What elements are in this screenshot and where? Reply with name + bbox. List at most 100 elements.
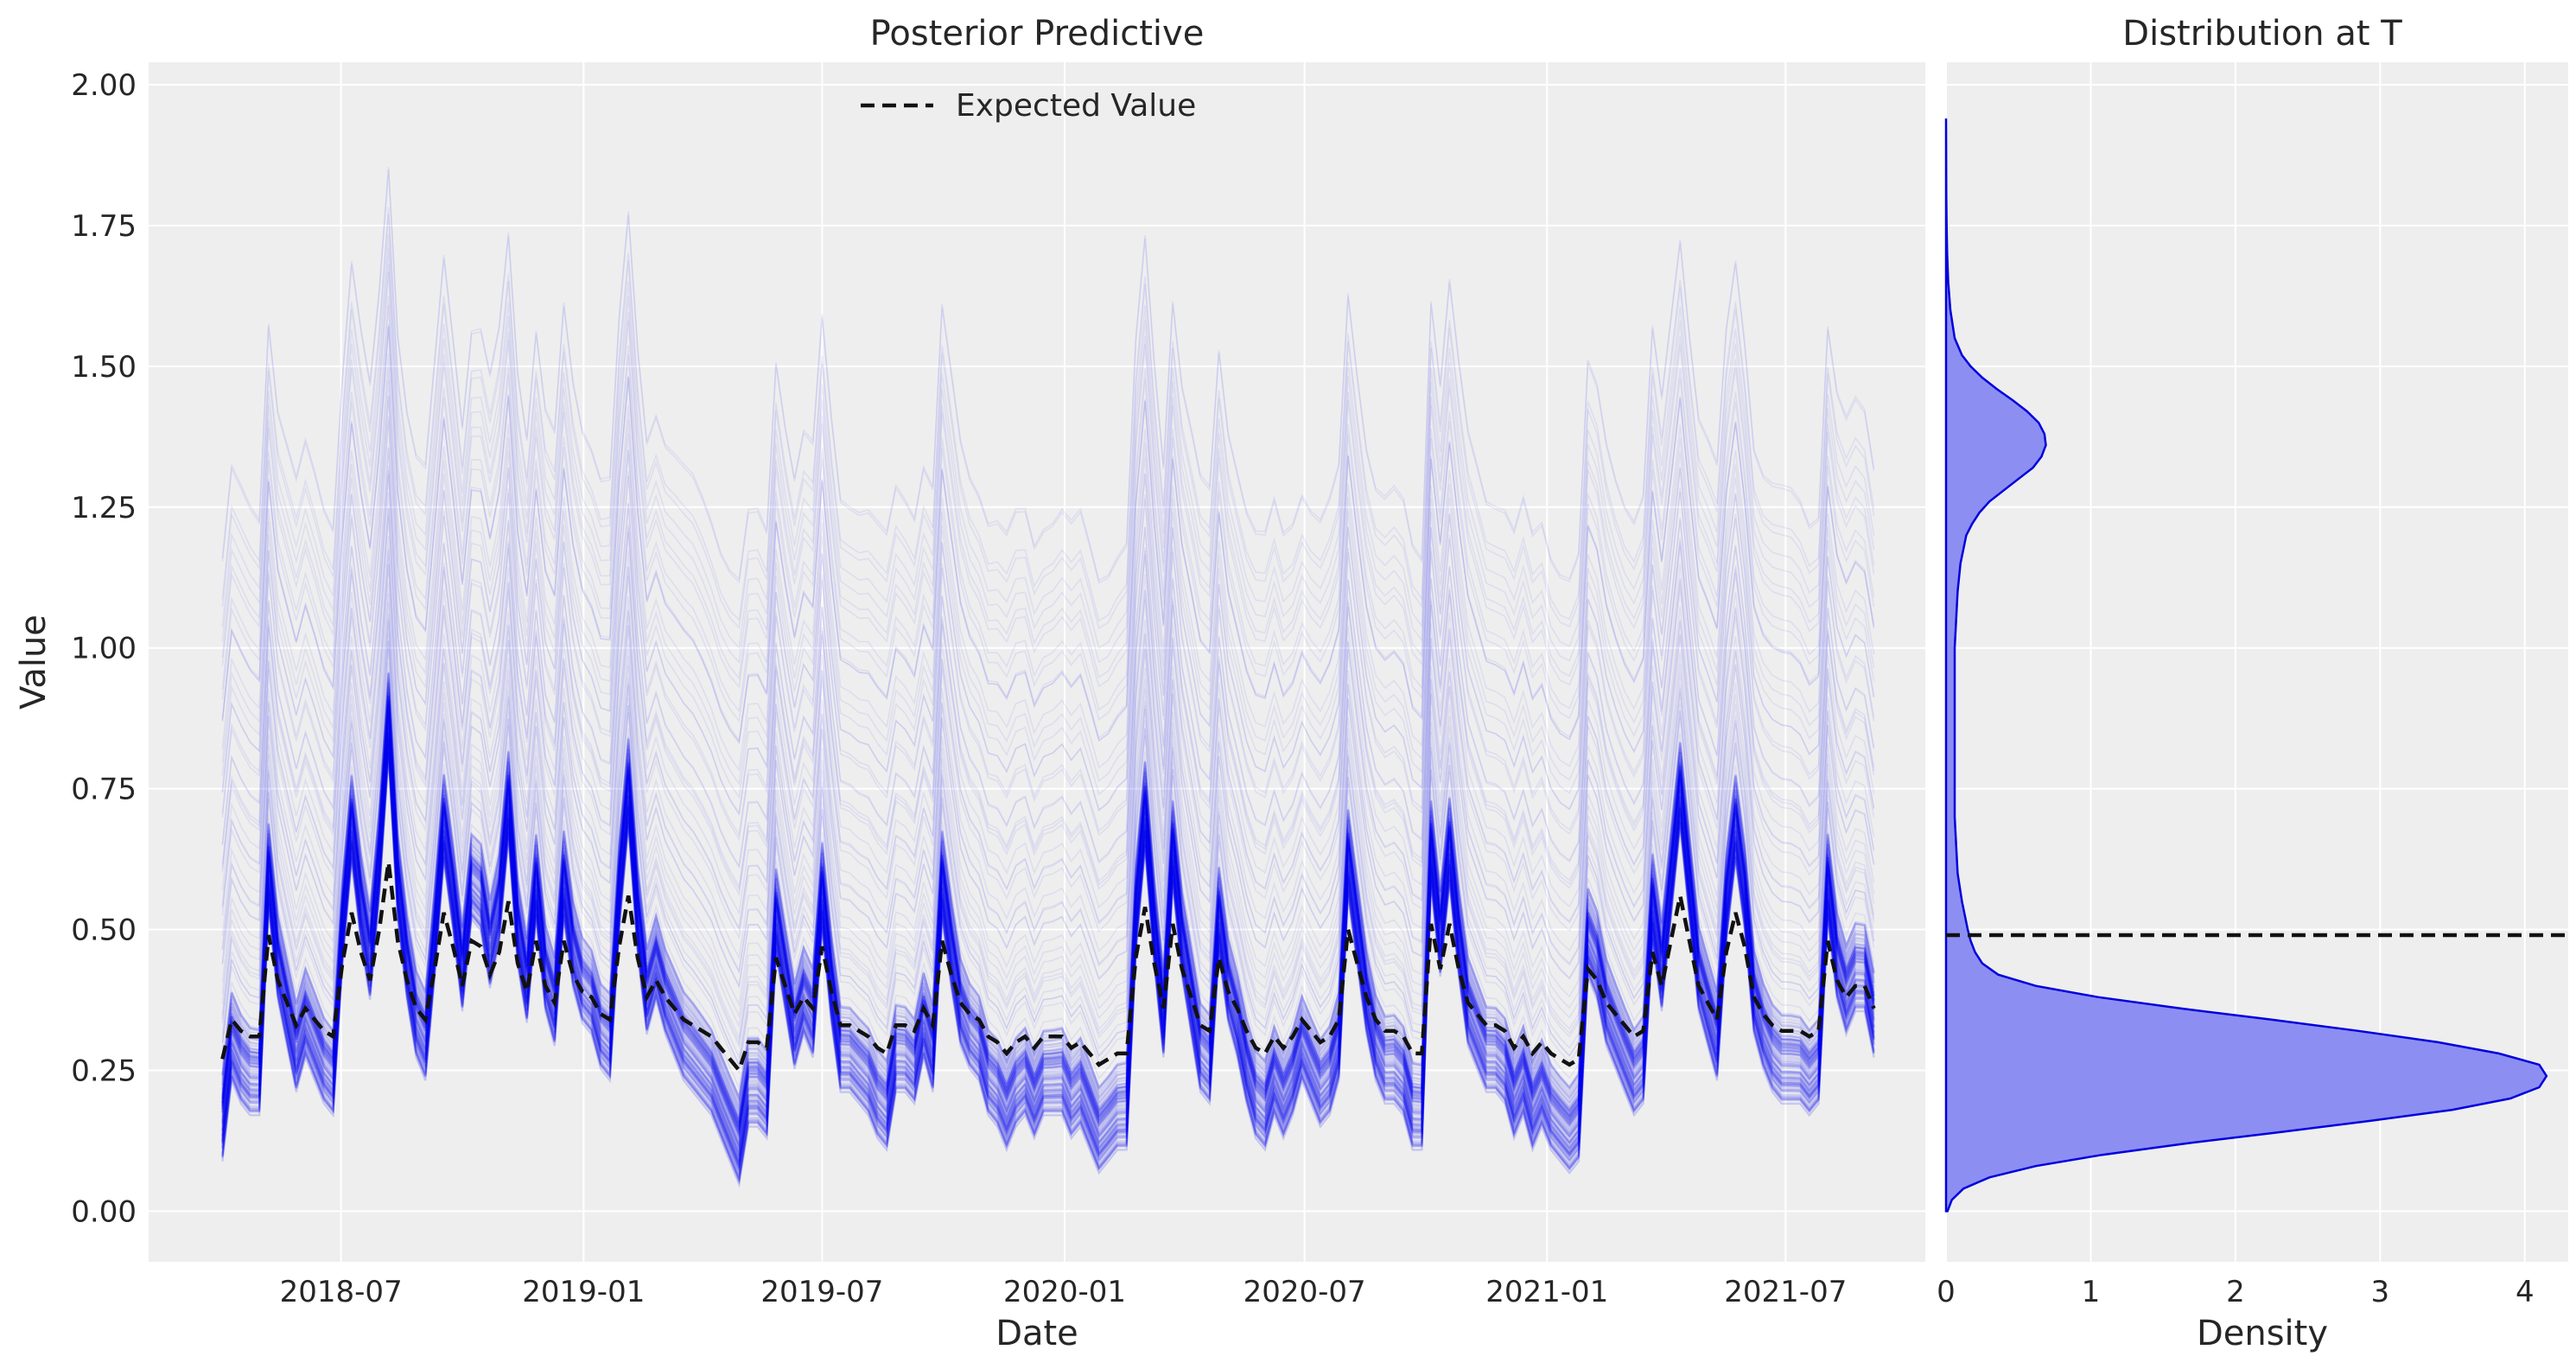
posterior-sample-line-dense (221, 745, 1875, 1177)
posterior-sample-line (221, 516, 1875, 940)
posterior-sample-line-dense (221, 720, 1875, 1151)
posterior-sample-line (221, 593, 1875, 1019)
posterior-sample-line (221, 741, 1875, 1171)
main-y-tick-label: 0.25 (71, 1054, 137, 1088)
main-plot-area (149, 62, 1925, 1262)
posterior-sample-line-dense (221, 672, 1875, 1102)
posterior-sample-line (221, 323, 1875, 742)
posterior-sample-line-dense (221, 743, 1875, 1175)
posterior-sample-line-dense (221, 753, 1875, 1185)
main-y-tick-label: 1.25 (71, 491, 137, 525)
distribution-panel: Distribution at T Density 0 1 2 3 4 (1937, 14, 2568, 1353)
posterior-sample-line (221, 754, 1875, 1184)
density-x-axis-label: Density (2197, 1314, 2328, 1353)
posterior-sample-line (221, 730, 1875, 1160)
main-x-axis-label: Date (995, 1314, 1078, 1353)
posterior-sample-line (221, 420, 1875, 842)
posterior-sample-line-dense (221, 719, 1875, 1149)
posterior-sample-line (221, 469, 1875, 892)
posterior-sample-line (221, 721, 1875, 1150)
posterior-sample-line (221, 704, 1875, 1133)
posterior-sample-line (221, 697, 1875, 1126)
posterior-sample-line (221, 326, 1875, 745)
main-y-ticks: 0.00 0.25 0.50 0.75 1.00 1.25 1.50 1.75 2.00 (71, 68, 137, 1229)
density-x-tick-label: 0 (1937, 1275, 1956, 1309)
main-x-tick-label: 2021-01 (1485, 1275, 1608, 1309)
posterior-sample-line (221, 752, 1875, 1182)
posterior-sample-line-dense (221, 701, 1875, 1131)
density-curve (1944, 118, 2548, 1213)
posterior-sample-line (221, 508, 1875, 932)
posterior-sample-line (221, 416, 1875, 837)
posterior-sample-line-dense (221, 704, 1875, 1134)
posterior-sample-line (221, 677, 1875, 1105)
posterior-sample-line-dense (221, 706, 1875, 1137)
posterior-sample-line-dense (221, 718, 1875, 1149)
posterior-sample-line-dense (221, 678, 1875, 1109)
posterior-sample-line (221, 748, 1875, 1178)
posterior-sample-line-dense (221, 707, 1875, 1137)
posterior-sample-line-dense (221, 723, 1875, 1154)
posterior-sample-line (221, 474, 1875, 897)
main-chart-title: Posterior Predictive (870, 14, 1205, 54)
posterior-sample-line (221, 550, 1875, 975)
posterior-sample-line-dense (221, 683, 1875, 1113)
posterior-sample-line (221, 305, 1875, 723)
posterior-sample-line (221, 633, 1875, 1060)
posterior-sample-line-dense (221, 700, 1875, 1130)
posterior-sample-line-dense (221, 708, 1875, 1139)
posterior-sample-line-dense (221, 702, 1875, 1133)
legend: Expected Value (861, 88, 1196, 124)
main-y-tick-label: 2.00 (71, 68, 137, 103)
posterior-sample-line (221, 686, 1875, 1115)
posterior-sample-line (221, 395, 1875, 816)
posterior-sample-line (221, 169, 1875, 584)
posterior-sample-line-dense (221, 692, 1875, 1122)
main-x-ticks: 2018-07 2019-01 2019-07 2020-01 2020-07 2021-… (280, 1275, 1848, 1309)
main-x-tick-label: 2018-07 (280, 1275, 403, 1309)
density-x-tick-label: 1 (2082, 1275, 2101, 1309)
posterior-sample-line (221, 549, 1875, 974)
posterior-sample-line-dense (221, 752, 1875, 1183)
posterior-sample-line-dense (221, 686, 1875, 1117)
posterior-sample-line-dense (221, 705, 1875, 1137)
posterior-sample-line (221, 621, 1875, 1048)
posterior-sample-line (221, 353, 1875, 773)
posterior-sample-line (221, 492, 1875, 915)
posterior-sample-line (221, 379, 1875, 799)
posterior-sample-line-dense (221, 727, 1875, 1158)
posterior-sample-line-dense (221, 753, 1875, 1185)
posterior-sample-line-dense (221, 704, 1875, 1134)
posterior-sample-line-dense (221, 716, 1875, 1147)
posterior-sample-line (221, 446, 1875, 869)
posterior-sample-line (221, 166, 1875, 582)
posterior-sample-line (221, 296, 1875, 713)
posterior-sample-line-dense (221, 702, 1875, 1132)
main-y-axis-label: Value (14, 614, 54, 710)
posterior-sample-line-dense (221, 720, 1875, 1151)
main-x-tick-label: 2021-07 (1724, 1275, 1847, 1309)
posterior-sample-line (221, 753, 1875, 1183)
posterior-sample-line (221, 640, 1875, 1068)
posterior-sample-line (221, 272, 1875, 689)
posterior-sample-line-dense (221, 699, 1875, 1130)
posterior-sample-line (221, 213, 1875, 630)
main-gridlines (149, 62, 1925, 1262)
main-y-tick-label: 1.75 (71, 209, 137, 244)
posterior-sample-line (221, 697, 1875, 1127)
posterior-sample-line-dense (221, 725, 1875, 1156)
posterior-sample-line-dense (221, 731, 1875, 1163)
posterior-sample-line (221, 448, 1875, 869)
posterior-sample-line-dense (221, 712, 1875, 1143)
density-x-tick-label: 3 (2371, 1275, 2390, 1309)
posterior-sample-line (221, 582, 1875, 1008)
main-y-tick-label: 0.50 (71, 914, 137, 948)
density-x-tick-label: 4 (2516, 1275, 2535, 1309)
posterior-sample-line (221, 640, 1875, 1068)
posterior-sample-line-dense (221, 696, 1875, 1126)
posterior-sample-line-dense (221, 729, 1875, 1160)
posterior-sample-line (221, 646, 1875, 1074)
posterior-sample-line-dense (221, 732, 1875, 1164)
posterior-sample-line (221, 506, 1875, 931)
